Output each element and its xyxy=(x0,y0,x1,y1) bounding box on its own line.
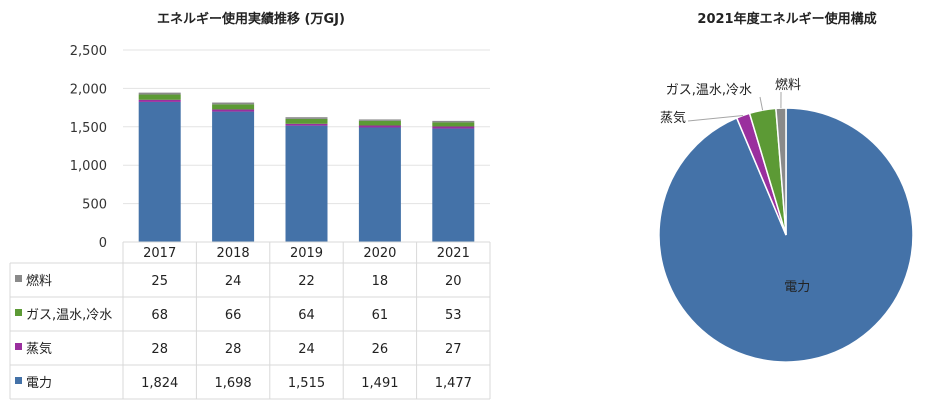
pie-chart-slices xyxy=(658,107,914,363)
bar-segment xyxy=(358,120,401,126)
legend-label: 燃料 xyxy=(26,273,52,289)
data-value: 28 xyxy=(151,342,168,357)
bar-chart-bars xyxy=(138,92,475,242)
y-tick-label: 500 xyxy=(82,198,107,213)
bar-segment xyxy=(138,92,181,95)
y-tick-label: 1,500 xyxy=(70,121,107,136)
legend-label: 蒸気 xyxy=(26,341,52,357)
pie-label: ガス,温水,冷水 xyxy=(666,83,752,98)
data-value: 66 xyxy=(225,308,242,323)
data-value: 25 xyxy=(151,274,168,289)
data-table: 2017 2018 2019 2020 2021 燃料 25 24 22 18 20 ガス,温水,冷水… xyxy=(9,241,491,400)
bar-segment xyxy=(285,123,328,126)
pie-label: 電力 xyxy=(784,280,810,295)
pie-chart: 2021年度エネルギー使用構成 電力 蒸気 ガス,温水,冷水 燃料 xyxy=(658,11,914,363)
data-value: 1,698 xyxy=(214,376,251,391)
data-value: 61 xyxy=(372,308,389,323)
data-value: 1,515 xyxy=(288,376,325,391)
legend-swatch xyxy=(15,343,22,350)
bar-segment xyxy=(212,104,255,110)
data-value: 28 xyxy=(225,342,242,357)
data-value: 24 xyxy=(298,342,315,357)
bar-segment xyxy=(138,99,181,102)
pie-label: 蒸気 xyxy=(660,110,686,126)
bar-segment xyxy=(358,125,401,128)
y-tick-label: 1,000 xyxy=(70,159,107,174)
bar-segment xyxy=(212,102,255,105)
pie-chart-title: 2021年度エネルギー使用構成 xyxy=(697,11,876,27)
data-value: 64 xyxy=(298,308,315,323)
bar-segment xyxy=(358,119,401,121)
data-value: 1,824 xyxy=(141,376,178,391)
bar-segment xyxy=(212,111,255,242)
legend-label: ガス,温水,冷水 xyxy=(26,308,112,323)
x-tick-label: 2017 xyxy=(143,246,176,261)
data-value: 27 xyxy=(445,342,462,357)
bar-segment xyxy=(432,128,475,242)
x-tick-label: 2020 xyxy=(363,246,396,261)
x-tick-label: 2021 xyxy=(437,246,470,261)
leader-line xyxy=(687,114,744,122)
y-tick-label: 0 xyxy=(99,236,107,251)
data-value: 53 xyxy=(445,308,462,323)
bar-segment xyxy=(285,117,328,119)
pie-chart-labels: 電力 蒸気 ガス,温水,冷水 燃料 xyxy=(660,77,810,295)
bar-segment xyxy=(432,120,475,123)
data-value: 1,477 xyxy=(435,376,472,391)
data-value: 1,491 xyxy=(361,376,398,391)
bar-segment xyxy=(285,125,328,242)
bar-chart: エネルギー使用実績推移 (万GJ) 0 500 1,000 1,500 2,000 2,5… xyxy=(9,11,491,400)
legend-swatch xyxy=(15,309,22,316)
bar-segment xyxy=(138,94,181,100)
data-value: 24 xyxy=(225,274,242,289)
bar-segment xyxy=(358,127,401,242)
x-tick-label: 2018 xyxy=(217,246,250,261)
y-tick-label: 2,000 xyxy=(70,82,107,97)
bar-segment xyxy=(212,109,255,112)
pie-label: 燃料 xyxy=(775,77,801,93)
data-value: 68 xyxy=(151,308,168,323)
bar-segment xyxy=(432,126,475,129)
x-tick-label: 2019 xyxy=(290,246,323,261)
data-value: 22 xyxy=(298,274,315,289)
pie-slice xyxy=(775,107,787,236)
legend-swatch xyxy=(15,275,22,282)
legend-label: 電力 xyxy=(26,376,52,391)
bar-segment xyxy=(432,122,475,127)
data-value: 20 xyxy=(445,274,462,289)
bar-segment xyxy=(138,101,181,242)
y-tick-label: 2,500 xyxy=(70,44,107,59)
bar-chart-title: エネルギー使用実績推移 (万GJ) xyxy=(157,11,345,27)
leader-line xyxy=(759,96,764,111)
data-value: 26 xyxy=(372,342,389,357)
data-value: 18 xyxy=(372,274,389,289)
bar-chart-y-axis: 0 500 1,000 1,500 2,000 2,500 xyxy=(70,44,107,251)
bar-segment xyxy=(285,118,328,124)
legend-swatch xyxy=(15,377,22,384)
